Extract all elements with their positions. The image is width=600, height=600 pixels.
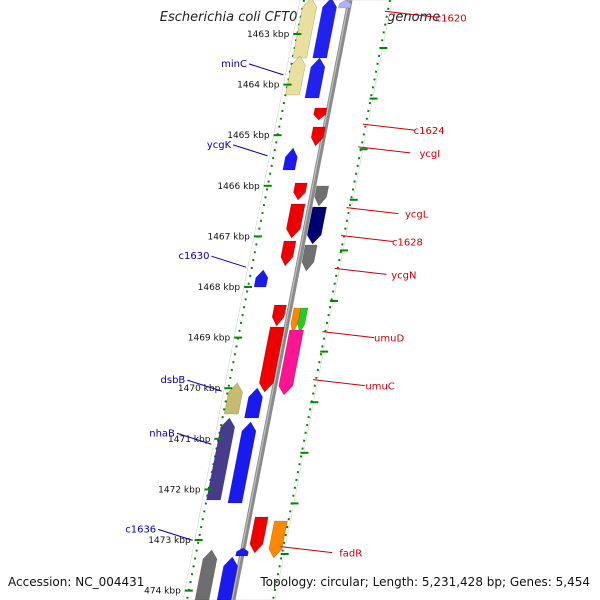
gene-leader-line [346,207,399,215]
gene-feature[interactable] [314,185,330,207]
gene-label-left[interactable]: c1636 [125,524,156,535]
scale-tick-label: 1472 kbp [158,485,201,495]
gene-feature[interactable] [286,203,306,239]
gene-label-left[interactable]: dsbB [161,375,186,386]
gene-feature[interactable] [253,269,269,288]
gene-feature[interactable] [244,387,263,419]
gene-label-left[interactable]: minC [221,59,247,70]
gene-label-right[interactable]: fadR [339,549,362,560]
gene-label-right[interactable]: c1628 [392,237,423,248]
gene-feature[interactable] [223,382,243,415]
gene-feature[interactable] [280,240,297,267]
gene-label-left[interactable]: c1630 [179,251,210,262]
gene-label-right[interactable]: c1620 [436,13,467,24]
gene-label-right[interactable]: umuD [374,334,404,345]
gene-feature[interactable] [235,547,249,557]
gene-label-left[interactable]: ycgK [207,140,232,151]
gene-feature[interactable] [338,0,352,9]
gene-feature[interactable] [304,57,326,99]
gene-feature[interactable] [206,417,236,501]
gene-feature[interactable] [249,516,269,554]
scale-tick-label: 1469 kbp [188,334,231,344]
gene-feature[interactable] [271,304,287,327]
gene-leader-line [233,144,268,157]
gene-feature[interactable] [268,520,288,559]
gene-label-right[interactable]: ycgI [419,149,440,160]
scale-tick-label: 1464 kbp [237,81,280,91]
scale-tick-label: 1466 kbp [217,182,260,192]
gene-feature[interactable] [306,206,327,245]
gene-leader-line [362,123,415,131]
gene-feature[interactable] [216,556,238,600]
backbone-highlight [231,0,350,600]
scale-tick-label: 1463 kbp [247,30,290,40]
gene-leader-line [341,234,393,242]
gene-feature[interactable] [290,307,302,334]
topology-text: Topology: circular; Length: 5,231,428 bp… [260,575,590,589]
scale-tick-label: 1473 kbp [148,536,191,546]
gene-feature[interactable] [301,244,318,272]
gene-leader-line [280,546,333,554]
gene-leader-line [312,379,365,387]
scale-tick-label: 474 kbp [144,587,181,597]
scale-tick-label: 1470 kbp [178,384,221,394]
gene-feature[interactable] [310,126,326,147]
genome-backbone [230,0,353,600]
gene-label-right[interactable]: ycgL [405,210,429,221]
gene-leader-line [322,331,375,339]
gene-leader-line [211,255,247,268]
gene-feature[interactable] [278,329,305,396]
gene-leader-line [334,267,387,275]
gene-feature[interactable] [258,326,285,393]
scale-tick-label: 1468 kbp [198,283,241,293]
scale-tick-label: 1471 kbp [168,435,211,445]
gene-feature[interactable] [227,421,257,504]
gene-leader-line [358,146,411,154]
gene-label-right[interactable]: ycgN [391,270,416,281]
scale-tick-label: 1465 kbp [227,131,270,141]
gene-leader-line [248,63,284,76]
gene-label-left[interactable]: nhaB [149,428,175,439]
gene-feature[interactable] [297,307,309,334]
map-panel [182,0,393,600]
gene-leader-line [187,379,222,392]
gene-leader-line [176,432,212,445]
gene-label-right[interactable]: c1624 [414,126,445,137]
gene-leader-line [384,10,437,18]
gene-leader-line [158,528,193,541]
gene-feature[interactable] [282,147,298,171]
accession-text: Accession: NC_004431 [8,575,145,589]
left-dotted-guide [186,0,305,600]
scale-tick-label: 1467 kbp [207,232,250,242]
gene-feature[interactable] [313,107,328,121]
gene-feature[interactable] [194,549,218,600]
gene-feature[interactable] [293,182,308,201]
gene-label-right[interactable]: umuC [365,382,394,393]
